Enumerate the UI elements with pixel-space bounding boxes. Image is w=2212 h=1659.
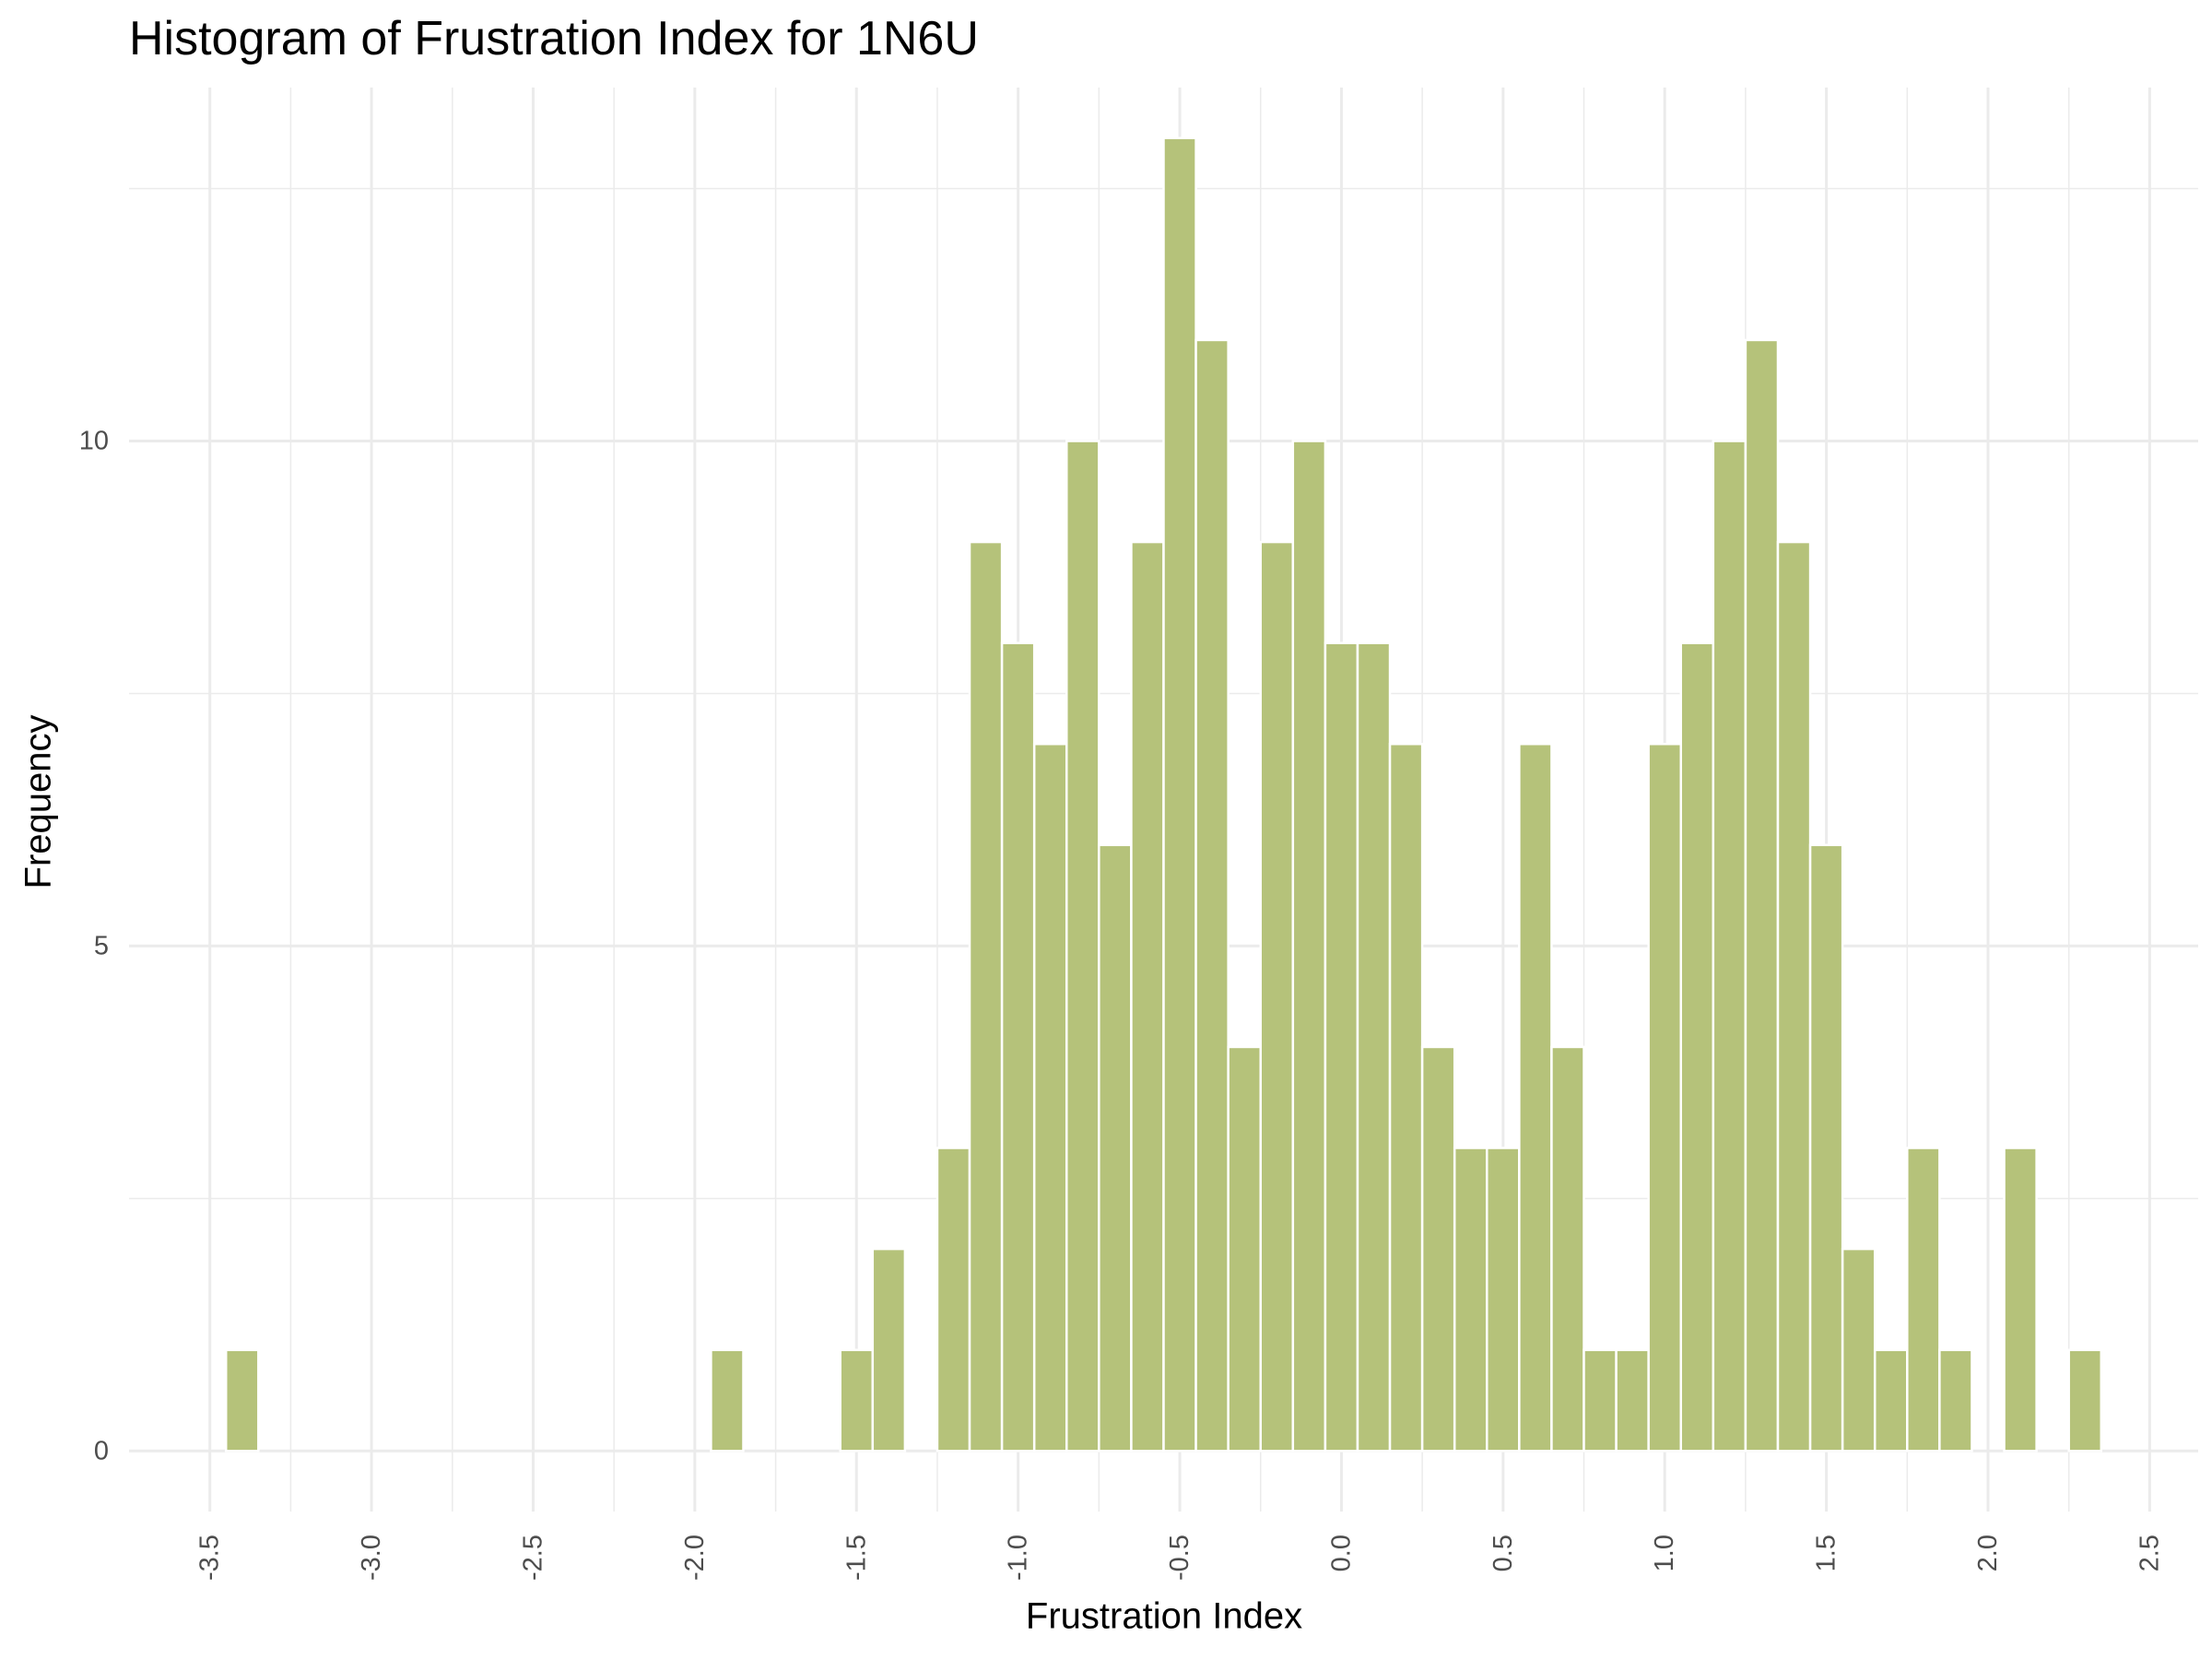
histogram-bar bbox=[1776, 540, 1812, 1453]
histogram-bar bbox=[1938, 1348, 1973, 1453]
x-tick-label: 0.5 bbox=[1488, 1535, 1518, 1571]
x-tick-label: -3.0 bbox=[357, 1535, 386, 1581]
histogram-bar bbox=[1259, 540, 1295, 1453]
x-axis-title: Frustration Index bbox=[1025, 1595, 1303, 1637]
histogram-bar bbox=[871, 1247, 907, 1453]
histogram-bar bbox=[1453, 1147, 1488, 1453]
x-tick-label: 2.0 bbox=[1973, 1535, 2003, 1571]
x-tick-label: -2.5 bbox=[518, 1535, 547, 1581]
histogram-bar bbox=[1647, 742, 1682, 1453]
histogram-bar bbox=[1583, 1348, 1618, 1453]
x-tick-label: -1.5 bbox=[841, 1535, 871, 1581]
histogram-bar bbox=[1388, 742, 1424, 1453]
x-tick-label: -0.5 bbox=[1165, 1535, 1194, 1581]
histogram-bar bbox=[1098, 843, 1133, 1453]
histogram-bar bbox=[1518, 742, 1553, 1453]
histogram-bar bbox=[1065, 440, 1100, 1453]
histogram-bar bbox=[2003, 1147, 2038, 1453]
x-tick-labels: -3.5 -3.0 -2.5 -2.0 -1.5 -1.0 -0.5 0.0 0.5 1.0 1.5… bbox=[195, 1535, 2165, 1581]
histogram-bar bbox=[1615, 1348, 1650, 1453]
y-tick-labels: 0 5 10 bbox=[79, 427, 109, 1466]
y-tick-label: 10 bbox=[79, 427, 109, 456]
histogram-bar bbox=[224, 1348, 260, 1453]
histogram-bar bbox=[1744, 338, 1780, 1453]
histogram-bar bbox=[1906, 1147, 1941, 1453]
histogram-bar bbox=[1194, 338, 1230, 1453]
histogram-bar bbox=[1324, 641, 1359, 1453]
histogram-bar bbox=[1420, 1045, 1456, 1453]
chart-title: Histogram of Frustration Index for 1N6U bbox=[129, 12, 979, 65]
x-tick-label: 0.0 bbox=[1326, 1535, 1356, 1571]
histogram-bar bbox=[1291, 440, 1327, 1453]
histogram-bar bbox=[935, 1147, 971, 1453]
histogram-bars bbox=[224, 136, 2103, 1453]
histogram-bar bbox=[1841, 1247, 1877, 1453]
histogram-bar bbox=[839, 1348, 875, 1453]
histogram-bar bbox=[1486, 1147, 1521, 1453]
x-tick-label: 1.5 bbox=[1812, 1535, 1841, 1571]
x-tick-label: -3.5 bbox=[195, 1535, 225, 1581]
histogram-bar bbox=[2067, 1348, 2103, 1453]
histogram-bar bbox=[710, 1348, 745, 1453]
x-tick-label: -2.0 bbox=[680, 1535, 710, 1581]
histogram-bar bbox=[1550, 1045, 1585, 1453]
histogram-bar bbox=[1130, 540, 1165, 1453]
histogram-bar bbox=[1162, 136, 1197, 1453]
x-tick-label: 2.5 bbox=[2135, 1535, 2164, 1571]
histogram-bar bbox=[1873, 1348, 1909, 1453]
y-tick-label: 5 bbox=[94, 931, 109, 960]
histogram-bar bbox=[1679, 641, 1715, 1453]
y-tick-label: 0 bbox=[94, 1436, 109, 1465]
histogram-bar bbox=[968, 540, 1004, 1453]
histogram-bar bbox=[1356, 641, 1392, 1453]
histogram-bar bbox=[1227, 1045, 1262, 1453]
histogram-bar bbox=[1000, 641, 1036, 1453]
x-tick-label: -1.0 bbox=[1004, 1535, 1033, 1581]
histogram-bar bbox=[1032, 742, 1068, 1453]
histogram-bar bbox=[1712, 440, 1747, 1453]
x-tick-label: 1.0 bbox=[1650, 1535, 1679, 1571]
histogram-bar bbox=[1808, 843, 1844, 1453]
